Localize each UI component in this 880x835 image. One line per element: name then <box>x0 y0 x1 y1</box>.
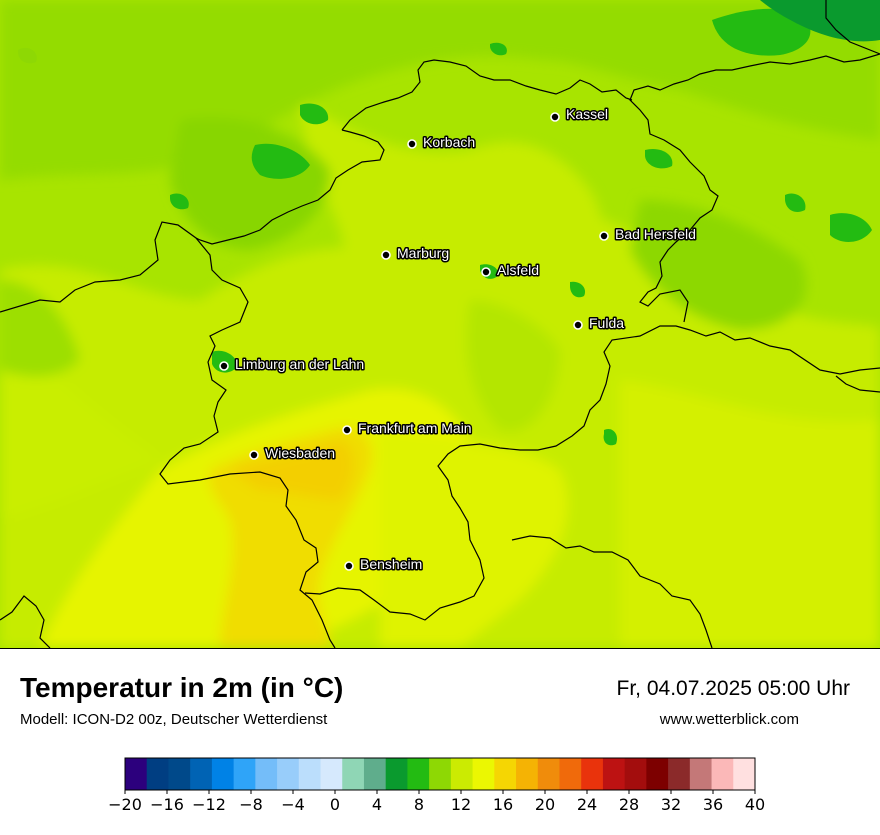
city-bensheim[interactable]: Bensheim <box>344 555 424 574</box>
temperature-map: Kassel Korbach Bad Hersfeld Marburg Alsf… <box>0 0 880 649</box>
legend-color-step <box>602 758 626 790</box>
legend-color-step <box>472 758 495 790</box>
legend-tick-label: −8 <box>239 795 263 814</box>
legend-color-step <box>342 758 365 790</box>
legend-tick-label: 24 <box>577 795 597 814</box>
legend-tick-label: 28 <box>619 795 639 814</box>
legend-color-step <box>559 758 582 790</box>
legend-color-step <box>494 758 517 790</box>
model-info: Modell: ICON-D2 00z, Deutscher Wetterdie… <box>20 711 328 728</box>
city-label-bensheim: Bensheim <box>360 556 422 572</box>
city-marburg[interactable]: Marburg <box>381 244 451 263</box>
state-borders <box>0 0 880 648</box>
website-link[interactable]: www.wetterblick.com <box>659 711 799 728</box>
legend-tick-label: 0 <box>330 795 340 814</box>
legend-color-step <box>581 758 604 790</box>
city-label-alsfeld: Alsfeld <box>497 262 539 278</box>
legend-tick-label: 8 <box>414 795 424 814</box>
legend-tick-label: 16 <box>493 795 513 814</box>
legend-color-step <box>168 758 191 790</box>
legend-color-step <box>146 758 169 790</box>
legend-color-step <box>733 758 756 790</box>
city-korbach[interactable]: Korbach <box>407 133 477 152</box>
legend-tick-label: −16 <box>150 795 184 814</box>
legend-tick-label: 40 <box>745 795 765 814</box>
legend-color-step <box>320 758 343 790</box>
city-frankfurt[interactable]: Frankfurt am Main <box>342 419 473 438</box>
forecast-datetime: Fr, 04.07.2025 05:00 Uhr <box>616 677 851 700</box>
legend-tick-label: −12 <box>192 795 226 814</box>
legend-border <box>124 757 756 791</box>
legend-color-step <box>407 758 430 790</box>
legend-color-step <box>537 758 560 790</box>
legend-color-step <box>298 758 322 790</box>
legend-color-step <box>211 758 235 790</box>
legend-color-step <box>363 758 387 790</box>
legend-tick-label: 20 <box>535 795 555 814</box>
city-alsfeld[interactable]: Alsfeld <box>481 261 541 280</box>
legend-color-step <box>429 758 452 790</box>
legend-color-step <box>190 758 213 790</box>
city-label-wiesbaden: Wiesbaden <box>265 445 335 461</box>
temperature-zones <box>0 0 880 648</box>
legend-color-step <box>255 758 278 790</box>
city-label-limburg: Limburg an der Lahn <box>235 356 364 372</box>
city-kassel[interactable]: Kassel <box>550 105 610 124</box>
green-patches <box>18 0 880 446</box>
legend-color-step <box>689 758 713 790</box>
legend-scale: −20 −16 −12 −8 −4 0 4 8 12 16 20 24 28 32 36 40 <box>108 757 765 814</box>
city-markers: Kassel Korbach Bad Hersfeld Marburg Alsf… <box>219 105 697 574</box>
legend-tick-label: 4 <box>372 795 382 814</box>
color-legend: −20 −16 −12 −8 −4 0 4 8 12 16 20 24 28 32 36 40 <box>0 756 880 830</box>
legend-tick-label: 36 <box>703 795 723 814</box>
legend-color-step <box>450 758 474 790</box>
legend-color-step <box>125 758 148 790</box>
city-label-frankfurt: Frankfurt am Main <box>358 420 472 436</box>
legend-color-step <box>516 758 539 790</box>
legend-color-step <box>646 758 669 790</box>
legend-color-step <box>233 758 256 790</box>
city-label-korbach: Korbach <box>423 134 475 150</box>
city-wiesbaden[interactable]: Wiesbaden <box>249 444 337 463</box>
map-canvas: Kassel Korbach Bad Hersfeld Marburg Alsf… <box>0 0 880 648</box>
legend-tick-label: −4 <box>281 795 305 814</box>
legend-color-step <box>624 758 647 790</box>
city-label-bad-hersfeld: Bad Hersfeld <box>615 226 696 242</box>
legend-tick-label: 32 <box>661 795 681 814</box>
legend-color-step <box>277 758 300 790</box>
city-fulda[interactable]: Fulda <box>573 314 626 333</box>
legend-tick-label: −20 <box>108 795 142 814</box>
legend-color-step <box>385 758 408 790</box>
city-bad-hersfeld[interactable]: Bad Hersfeld <box>599 225 697 244</box>
legend-color-step <box>711 758 734 790</box>
city-label-fulda: Fulda <box>589 315 624 331</box>
city-label-kassel: Kassel <box>566 106 608 122</box>
city-label-marburg: Marburg <box>397 245 449 261</box>
legend-color-step <box>668 758 691 790</box>
city-limburg[interactable]: Limburg an der Lahn <box>219 355 366 374</box>
map-title: Temperatur in 2m (in °C) <box>20 672 344 703</box>
legend-tick-label: 12 <box>451 795 471 814</box>
